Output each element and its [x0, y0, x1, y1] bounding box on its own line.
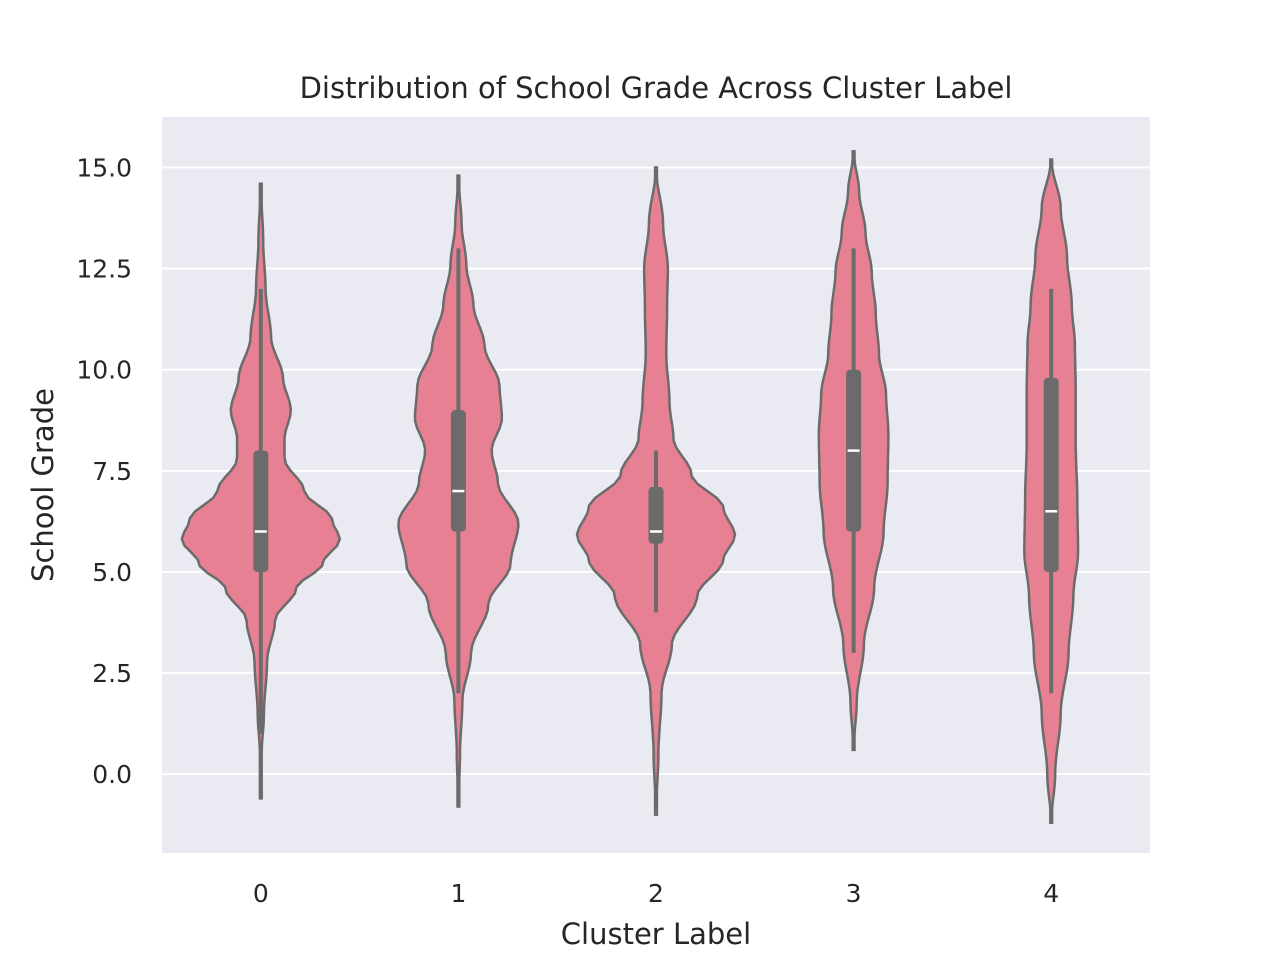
y-tick-label: 5.0	[92, 558, 132, 587]
x-tick-label: 3	[846, 879, 862, 908]
violin-iqr-box	[648, 487, 664, 544]
y-tick-label: 7.5	[92, 457, 132, 486]
violin-group	[575, 166, 737, 816]
violin-iqr-box	[1043, 377, 1059, 572]
y-tick-label: 2.5	[92, 659, 132, 688]
x-tick-label: 1	[450, 879, 466, 908]
chart-title: Distribution of School Grade Across Clus…	[300, 71, 1013, 105]
violins	[180, 150, 1080, 824]
violin-iqr-box	[450, 410, 466, 532]
y-tick-label: 0.0	[92, 760, 132, 789]
violin-group	[180, 182, 342, 800]
y-tick-labels: 0.0 2.5 5.0 7.5 10.0 12.5 15.0	[76, 154, 132, 790]
violin-group	[817, 150, 890, 752]
x-tick-label: 2	[648, 879, 664, 908]
violin-group	[1023, 158, 1080, 824]
x-tick-label: 0	[253, 879, 269, 908]
y-axis-label: School Grade	[26, 388, 60, 582]
violin-iqr-box	[253, 450, 269, 572]
violin-group	[397, 174, 520, 808]
y-tick-label: 10.0	[76, 356, 132, 385]
y-tick-label: 12.5	[76, 255, 132, 284]
y-tick-label: 15.0	[76, 154, 132, 183]
x-tick-label: 4	[1043, 879, 1059, 908]
x-tick-labels: 0 1 2 3 4	[253, 879, 1059, 908]
x-axis-label: Cluster Label	[561, 917, 751, 951]
